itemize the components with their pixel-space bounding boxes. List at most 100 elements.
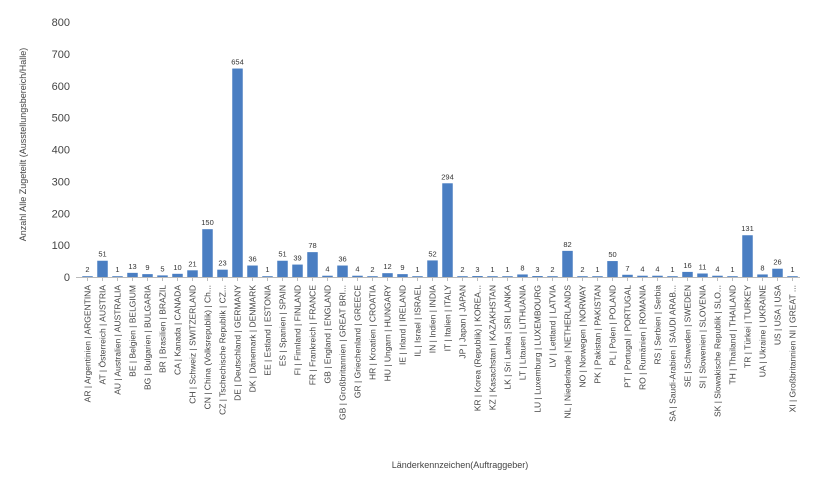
- bar[interactable]: [232, 68, 243, 277]
- bar[interactable]: [202, 229, 213, 277]
- bar[interactable]: [502, 276, 513, 277]
- data-label: 51: [98, 250, 106, 259]
- bar[interactable]: [457, 276, 468, 277]
- x-tick-label: AT | Österreich | AUSTRIA: [98, 285, 108, 385]
- x-tick-label: UA | Ukraine | UKRAINE: [758, 285, 768, 378]
- x-tick-label: IT | Italien | ITALY: [443, 285, 453, 352]
- data-label: 23: [218, 259, 226, 268]
- x-tick-label: HR | Kroatien | CROATIA: [368, 285, 378, 380]
- bar[interactable]: [487, 276, 498, 277]
- x-tick-label: CZ | Tschechische Republik | CZ...: [218, 285, 228, 415]
- y-tick-label: 700: [52, 49, 70, 61]
- bar[interactable]: [592, 276, 603, 277]
- x-tick-label: NL | Niederlande | NETHERLANDS: [563, 285, 573, 419]
- x-axis: AR | Argentinien | ARGENTINA AT | Österre…: [83, 277, 798, 422]
- x-tick-label: GB | England | ENGLAND: [323, 285, 333, 383]
- x-tick-label: FI | Finnland | FINLAND: [293, 285, 303, 375]
- y-axis: 0 100 200 300 400 500 600 700 800: [52, 17, 70, 284]
- bar[interactable]: [412, 276, 423, 277]
- bar[interactable]: [667, 276, 678, 277]
- bar[interactable]: [727, 276, 738, 277]
- bar[interactable]: [292, 264, 303, 277]
- bar[interactable]: [277, 260, 288, 277]
- x-axis-title: Länderkennzeichen(Auftraggeber): [392, 460, 529, 470]
- bar[interactable]: [262, 276, 273, 277]
- x-tick-label: TR | Türkei | TURKEY: [743, 285, 753, 368]
- bar[interactable]: [712, 275, 723, 277]
- bar[interactable]: [247, 265, 258, 277]
- data-label: 4: [655, 265, 659, 274]
- data-label: 1: [595, 265, 599, 274]
- bar[interactable]: [517, 274, 528, 277]
- bar[interactable]: [757, 274, 768, 277]
- x-tick-label: PT | Portugal | PORTUGAL: [623, 285, 633, 388]
- data-label: 2: [550, 265, 554, 274]
- bar[interactable]: [622, 274, 633, 277]
- bar[interactable]: [697, 273, 708, 277]
- data-label: 2: [580, 265, 584, 274]
- bar[interactable]: [307, 252, 318, 277]
- bar[interactable]: [187, 270, 198, 277]
- bar[interactable]: [607, 261, 618, 277]
- x-tick-label: PL | Polen | POLAND: [608, 285, 618, 366]
- data-label: 82: [563, 240, 571, 249]
- data-label: 1: [670, 265, 674, 274]
- data-label: 2: [370, 265, 374, 274]
- bar[interactable]: [112, 276, 123, 277]
- x-tick-label: DE | Deutschland | GERMANY: [233, 285, 243, 401]
- bar[interactable]: [97, 260, 108, 277]
- x-tick-label: CH | Schweiz | SWITZERLAND: [188, 285, 198, 404]
- bar[interactable]: [172, 273, 183, 277]
- x-tick-label: SA | Saudi-Arabien | SAUDI ARAB...: [668, 285, 678, 422]
- y-tick-label: 100: [52, 240, 70, 252]
- bar[interactable]: [472, 276, 483, 277]
- y-tick-label: 500: [52, 113, 70, 125]
- x-tick-label: PK | Pakistan | PAKISTAN: [593, 285, 603, 384]
- x-tick-label: NO | Norwegen | NORWAY: [578, 285, 588, 388]
- data-label: 3: [535, 265, 539, 274]
- data-label: 1: [790, 265, 794, 274]
- data-label: 9: [145, 263, 149, 272]
- bar[interactable]: [637, 275, 648, 277]
- x-tick-label: TH | Thailand | THAILAND: [728, 285, 738, 385]
- data-label: 5: [160, 264, 164, 273]
- bar[interactable]: [682, 271, 693, 277]
- data-label: 3: [475, 265, 479, 274]
- bar[interactable]: [772, 268, 783, 277]
- bar[interactable]: [337, 265, 348, 277]
- bar[interactable]: [367, 276, 378, 277]
- bar[interactable]: [397, 274, 408, 277]
- x-tick-label: AR | Argentinien | ARGENTINA: [83, 285, 93, 403]
- bar[interactable]: [562, 250, 573, 277]
- bar[interactable]: [532, 276, 543, 277]
- bar[interactable]: [352, 275, 363, 277]
- bar[interactable]: [382, 273, 393, 277]
- x-tick-label: SI | Slowenien | SLOVENIA: [698, 285, 708, 389]
- data-label: 131: [741, 224, 754, 233]
- bar[interactable]: [652, 275, 663, 277]
- bar[interactable]: [577, 276, 588, 277]
- bar[interactable]: [547, 276, 558, 277]
- x-tick-label: HU | Ungarn | HUNGARY: [383, 285, 393, 382]
- bar[interactable]: [82, 276, 93, 277]
- data-label: 1: [415, 265, 419, 274]
- y-tick-label: 0: [64, 272, 70, 284]
- bar[interactable]: [787, 276, 798, 277]
- x-tick-label: IE | Irland | IRELAND: [398, 285, 408, 365]
- bar[interactable]: [427, 260, 438, 277]
- y-tick-label: 800: [52, 17, 70, 29]
- bar[interactable]: [742, 235, 753, 277]
- bar[interactable]: [217, 269, 228, 277]
- bar[interactable]: [142, 274, 153, 277]
- y-tick-label: 600: [52, 81, 70, 93]
- bar[interactable]: [127, 272, 138, 277]
- bar[interactable]: [157, 275, 168, 277]
- x-tick-label: EE | Estland | ESTONIA: [263, 285, 273, 376]
- x-tick-label: FR | Frankreich | FRANCE: [308, 285, 318, 386]
- x-tick-label: BE | Belgien | BELGIUM: [128, 285, 138, 377]
- bar[interactable]: [322, 275, 333, 277]
- x-tick-label: BG | Bulgarien | BULGARIA: [143, 285, 153, 390]
- bar[interactable]: [442, 183, 453, 277]
